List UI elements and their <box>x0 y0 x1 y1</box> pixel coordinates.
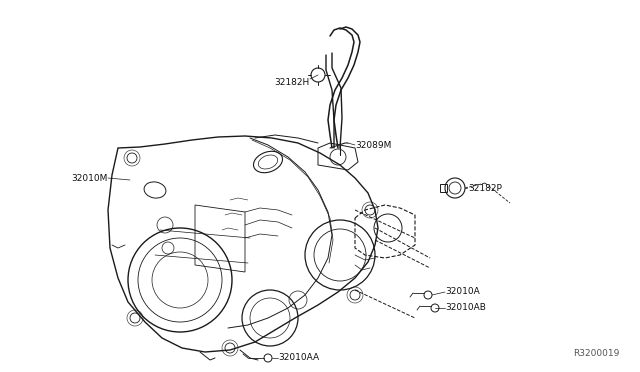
Text: 32010A: 32010A <box>445 288 480 296</box>
Text: 32010AB: 32010AB <box>445 304 486 312</box>
Text: 32089M: 32089M <box>355 141 392 150</box>
Text: 32182H: 32182H <box>275 77 310 87</box>
Text: 32182P: 32182P <box>468 183 502 192</box>
Text: R3200019: R3200019 <box>573 349 620 358</box>
Text: 32010AA: 32010AA <box>278 353 319 362</box>
Text: 32010M: 32010M <box>72 173 108 183</box>
